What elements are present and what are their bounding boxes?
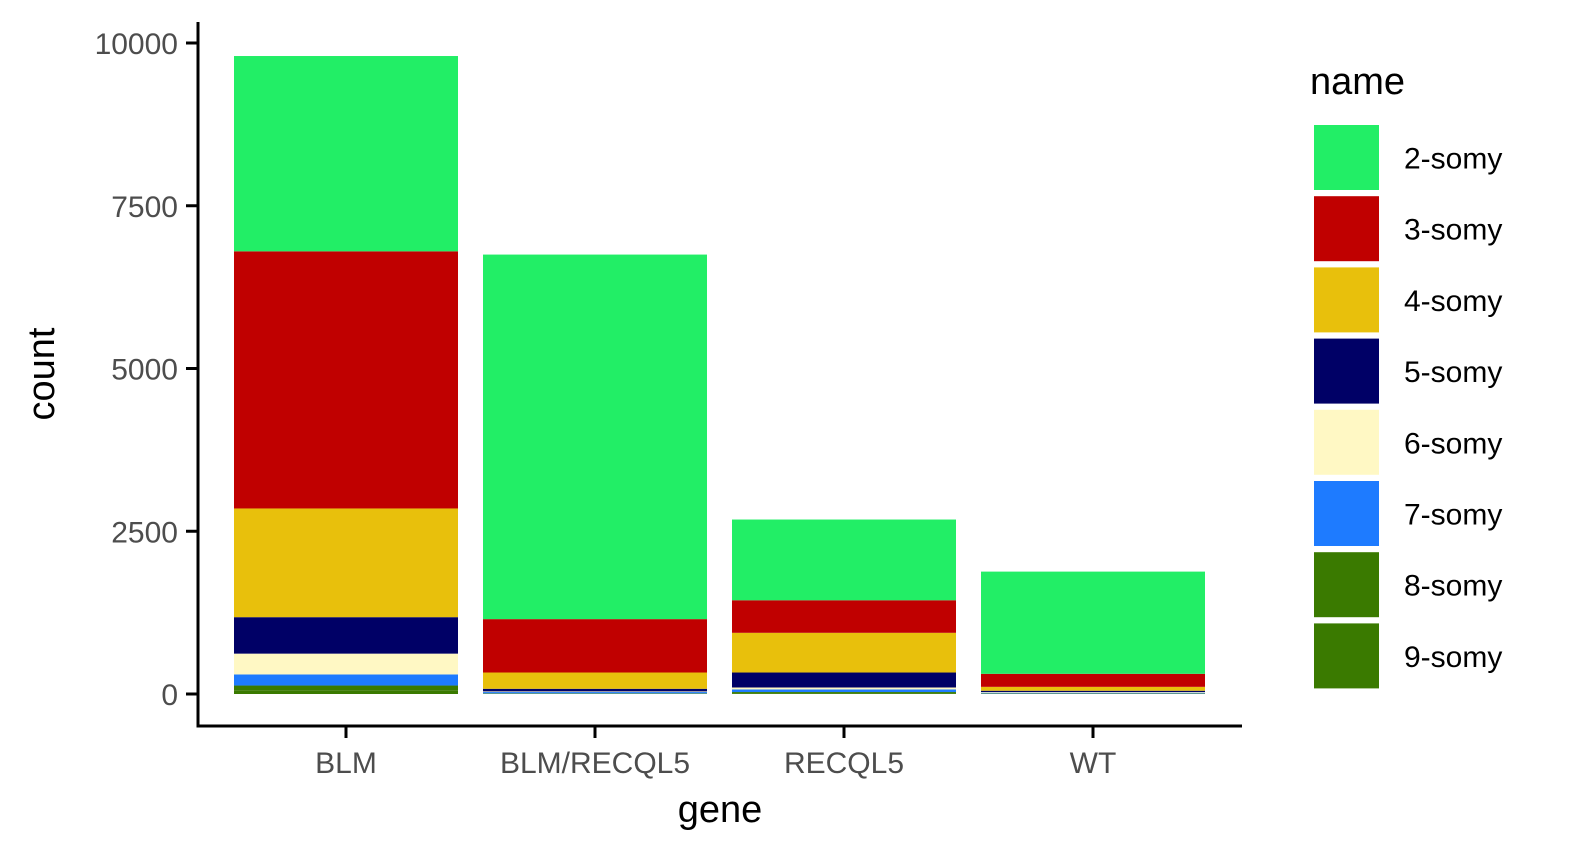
x-tick-label: BLM (315, 747, 377, 780)
bar-segment (234, 685, 458, 691)
bar-segment (234, 690, 458, 694)
legend-key (1314, 125, 1379, 190)
legend-label: 8-somy (1404, 570, 1502, 603)
x-tick-label: RECQL5 (784, 747, 904, 780)
legend-label: 4-somy (1404, 285, 1502, 318)
bar-segment (234, 617, 458, 654)
bar-segment (981, 692, 1205, 693)
legend-key (1314, 338, 1379, 404)
legend-key (1314, 196, 1379, 262)
bar-segment (732, 689, 956, 693)
legend-label: 7-somy (1404, 499, 1502, 532)
legend-key (1314, 623, 1379, 689)
legend-key (1314, 267, 1379, 333)
legend-label: 9-somy (1404, 641, 1502, 674)
bar-segment (732, 600, 956, 633)
bar-segment (732, 632, 956, 673)
y-tick-label: 10000 (95, 28, 178, 61)
y-axis-title: count (21, 327, 63, 420)
bar-segment (483, 691, 707, 693)
y-tick-label: 5000 (111, 354, 178, 387)
bar-segment (483, 254, 707, 620)
bar-segment (234, 56, 458, 252)
x-axis-ticks: BLM BLM/RECQL5 RECQL5 WT (315, 726, 1116, 780)
legend-label: 2-somy (1404, 143, 1502, 176)
bar-segment (981, 690, 1205, 693)
bar-segment (483, 692, 707, 694)
bar-segment (483, 619, 707, 673)
y-tick-label: 0 (161, 679, 178, 712)
bar-segment (732, 519, 956, 601)
bar-segment (234, 251, 458, 509)
x-tick-label: WT (1070, 747, 1117, 780)
y-tick-label: 7500 (111, 191, 178, 224)
y-axis-ticks: 0 2500 5000 7500 10000 (95, 28, 198, 712)
legend-key (1314, 552, 1379, 618)
x-axis-title: gene (678, 789, 763, 831)
legend: name 2-somy 3-somy 4-somy 5-somy 6-somy 7-som… (1310, 61, 1502, 689)
bars-group (234, 56, 1205, 694)
y-tick-label: 2500 (111, 516, 178, 549)
legend-label: 6-somy (1404, 427, 1502, 460)
bar-segment (234, 653, 458, 675)
bar-segment (732, 693, 956, 694)
legend-key (1314, 409, 1379, 475)
legend-label: 3-somy (1404, 214, 1502, 247)
legend-title: name (1310, 61, 1405, 103)
bar-segment (981, 673, 1205, 687)
bar-segment (981, 686, 1205, 691)
bar-segment (732, 687, 956, 690)
legend-key (1314, 481, 1379, 546)
bar-segment (483, 672, 707, 689)
bar-segment (981, 571, 1205, 674)
bar-segment (483, 688, 707, 692)
bar-segment (732, 692, 956, 694)
bar-segment (234, 674, 458, 686)
bar-segment (981, 692, 1205, 694)
bar-segment (732, 672, 956, 688)
bar-segment (234, 508, 458, 618)
legend-label: 5-somy (1404, 356, 1502, 389)
x-tick-label: BLM/RECQL5 (500, 747, 690, 780)
